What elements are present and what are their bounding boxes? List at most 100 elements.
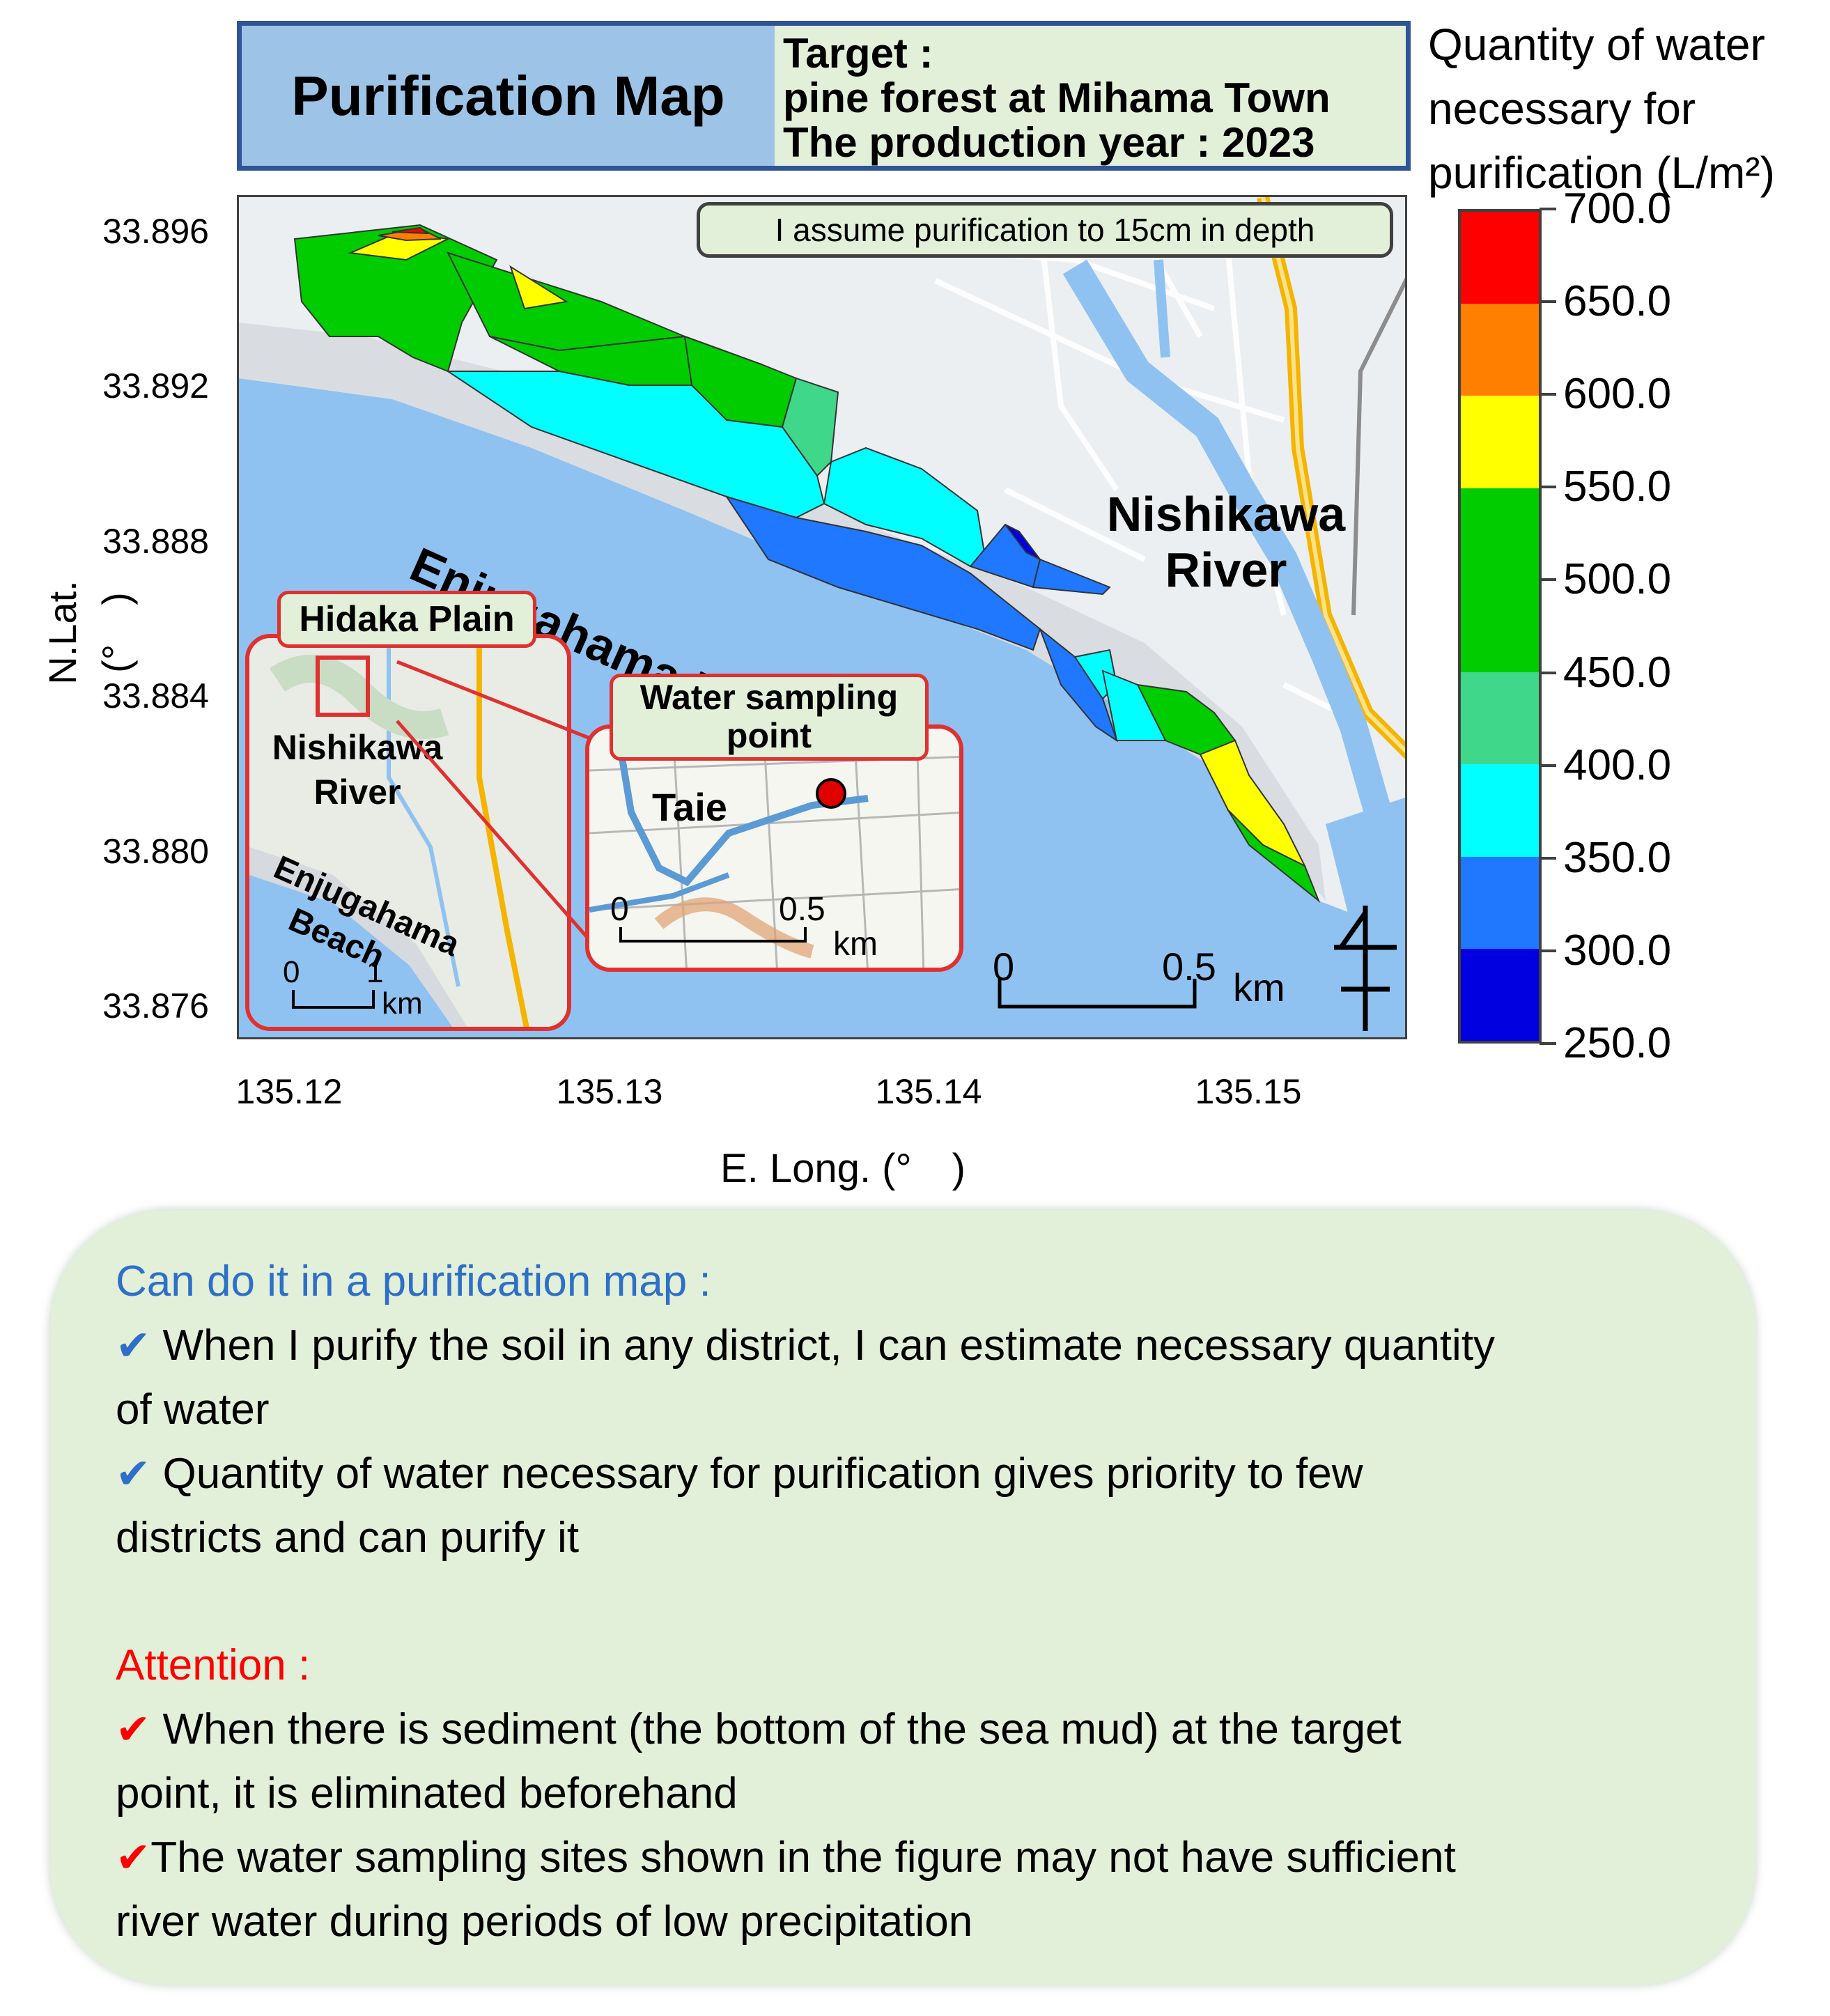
inset2-scale-value: 0.5 (779, 891, 825, 928)
colorbar-tick (1540, 1042, 1556, 1045)
attention-item-1-cont: point, it is eliminated beforehand (116, 1769, 738, 1817)
colorbar-segment-550-600 (1461, 396, 1539, 488)
info-item-2-cont: districts and can purify it (116, 1514, 580, 1562)
colorbar-label: 600.0 (1563, 370, 1672, 419)
inset2-label-line-1: Water sampling (639, 678, 899, 717)
target-info: Target : pine forest at Mihama Town The … (775, 26, 1406, 166)
scale-zero: 0 (993, 945, 1015, 988)
colorbar-tick (1540, 856, 1556, 860)
x-tick-135-12: 135.12 (235, 1072, 343, 1111)
colorbar-segment-600-650 (1461, 304, 1539, 396)
colorbar-tick (1540, 763, 1556, 767)
inset-connector-lines (396, 660, 600, 952)
inset1-scale-value: 1 (366, 955, 384, 989)
scale-value: 0.5 (1162, 945, 1216, 988)
colorbar-segment-450-500 (1461, 580, 1539, 673)
colorbar-tick (1540, 486, 1556, 489)
inset2-scale-zero: 0 (610, 891, 629, 928)
colorbar-label: 400.0 (1563, 741, 1672, 789)
y-tick-33892: 33.892 (102, 366, 209, 405)
y-axis-label: N.Lat. (° ) (40, 580, 138, 685)
info-item-1: ✔ When I purify the soil in any district… (116, 1321, 1496, 1370)
colorbar-label: 650.0 (1563, 277, 1672, 326)
colorbar-label: 300.0 (1563, 926, 1672, 975)
check-icon: ✔ (116, 1450, 151, 1497)
attention-item-2-cont: river water during periods of low precip… (116, 1898, 973, 1946)
map-title: Purification Map (291, 64, 725, 127)
check-icon: ✔ (116, 1834, 151, 1881)
inset2-place-label: Taie (652, 785, 727, 829)
inset1-scale-zero: 0 (283, 955, 300, 989)
sampling-point-icon (816, 778, 846, 809)
purification-zones (293, 224, 1321, 904)
target-line-2: pine forest at Mihama Town (783, 75, 1331, 121)
y-tick-33884: 33.884 (102, 676, 209, 715)
colorbar-title-line-3: purification (L/m²) (1428, 148, 1775, 198)
inset2-label-line-2: point (726, 716, 812, 755)
colorbar-segment-350-400 (1461, 764, 1539, 857)
inset2-scale-unit: km (833, 926, 878, 963)
check-icon: ✔ (116, 1322, 151, 1369)
scale-unit: km (1233, 966, 1285, 1009)
colorbar-tick (1540, 949, 1556, 952)
y-tick-33880: 33.880 (102, 832, 209, 871)
river-label: Nishikawa River (1073, 486, 1379, 598)
colorbar-segment-650-700 (1461, 212, 1539, 304)
colorbar (1458, 209, 1542, 1044)
x-axis-label: E. Long. (° ) (720, 1146, 966, 1191)
north-arrow-icon (1334, 906, 1397, 1031)
attention-item-2: ✔The water sampling sites shown in the f… (116, 1833, 1456, 1882)
colorbar-title-line-1: Quantity of water (1428, 20, 1765, 70)
x-tick-135-14: 135.14 (875, 1072, 982, 1111)
inset1-river-line-1: Nishikawa (272, 728, 443, 767)
colorbar-label: 700.0 (1563, 185, 1672, 233)
y-tick-33896: 33.896 (102, 212, 209, 251)
inset-hidaka-plain: Nishikawa River Enjugahama Beach 0 1 km (245, 634, 571, 1031)
zone-500-550 (293, 224, 498, 373)
colorbar-title-line-2: necessary for (1428, 84, 1696, 134)
scale-bar (998, 979, 1197, 1009)
colorbar-title: Quantity of water necessary for purifica… (1428, 13, 1825, 205)
colorbar-segment-500-550 (1461, 488, 1539, 580)
colorbar-label: 250.0 (1563, 1019, 1672, 1067)
info-item-2: ✔ Quantity of water necessary for purifi… (116, 1450, 1363, 1498)
colorbar-tick (1540, 300, 1556, 304)
y-tick-33888: 33.888 (102, 522, 209, 561)
target-line-1: Target : (783, 30, 933, 77)
inset1-scale-unit: km (382, 986, 423, 1021)
check-icon: ✔ (116, 1706, 151, 1753)
info-panel (50, 1210, 1755, 1985)
x-tick-135-15: 135.15 (1195, 1072, 1302, 1111)
nishikawa-river (1062, 259, 1405, 874)
attention-item-1: ✔ When there is sediment (the bottom of … (116, 1705, 1402, 1753)
colorbar-label: 500.0 (1563, 555, 1672, 604)
inset1-river-label: Nishikawa River (263, 725, 451, 814)
colorbar-label: 450.0 (1563, 648, 1672, 697)
zone-350-400 (445, 371, 825, 519)
colorbar-tick (1540, 671, 1556, 674)
colorbar-label: 350.0 (1563, 833, 1672, 882)
colorbar-tick (1540, 578, 1556, 582)
y-tick-33876: 33.876 (102, 986, 209, 1025)
inset2-label: Water sampling point (610, 674, 929, 761)
depth-note: I assume purification to 15cm in depth (697, 202, 1393, 258)
beach-strip (239, 323, 1326, 901)
colorbar-segment-400-450 (1461, 672, 1539, 765)
inset1-river-line-2: River (313, 773, 401, 812)
info-heading: Can do it in a purification map : (116, 1257, 711, 1305)
attention-heading: Attention : (116, 1641, 311, 1689)
river-label-line-1: Nishikawa (1106, 487, 1346, 541)
x-tick-135-13: 135.13 (556, 1072, 663, 1111)
colorbar-label: 550.0 (1563, 463, 1672, 511)
title-box: Purification Map Target : pine forest at… (237, 21, 1411, 171)
railway (1351, 277, 1405, 616)
colorbar-tick (1540, 208, 1556, 210)
zone-650-700 (391, 226, 430, 235)
inset1-label: Hidaka Plain (277, 591, 536, 648)
target-line-3: The production year : 2023 (783, 119, 1315, 166)
river-label-line-2: River (1165, 543, 1287, 597)
colorbar-tick (1540, 393, 1556, 396)
info-item-1-cont: of water (116, 1386, 270, 1434)
colorbar-segment-250-300 (1461, 948, 1539, 1041)
colorbar-segment-300-350 (1461, 856, 1539, 949)
